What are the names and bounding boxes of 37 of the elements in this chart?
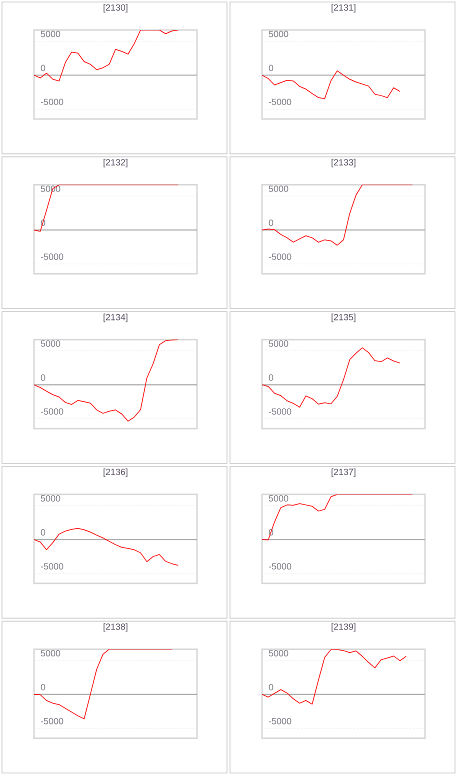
y-tick-label: 5000 [40, 30, 60, 38]
chart-title: [2131] [332, 4, 356, 12]
y-tick-label: -5000 [40, 98, 64, 106]
chart-title: [2130] [104, 4, 128, 12]
y-tick-label: -5000 [268, 408, 292, 415]
y-tick-label: 0 [40, 529, 46, 536]
y-tick-label: 5000 [268, 650, 288, 656]
chart-title: [2139] [332, 623, 356, 632]
y-tick-label: -5000 [40, 408, 64, 415]
chart-title: [2136] [104, 468, 128, 477]
chart-title: [2135] [332, 314, 356, 322]
y-tick-label: 5000 [40, 340, 60, 347]
y-tick-label: -5000 [268, 98, 292, 106]
y-tick-label: -5000 [268, 563, 292, 570]
y-tick-label: 5000 [268, 495, 288, 502]
chart-title: [2132] [104, 158, 128, 168]
y-tick-label: 5000 [40, 495, 60, 502]
y-tick-label: -5000 [40, 718, 64, 724]
y-tick-label: 0 [268, 684, 274, 690]
y-tick-label: 0 [40, 374, 46, 381]
y-tick-label: 5000 [268, 340, 288, 347]
y-tick-label: 5000 [268, 186, 288, 192]
y-tick-label: -5000 [40, 563, 64, 570]
y-tick-label: 0 [268, 64, 274, 72]
y-tick-label: 5000 [268, 30, 288, 38]
y-tick-label: 0 [268, 220, 274, 226]
chart-title: [2137] [332, 468, 356, 477]
chart-title: [2138] [104, 623, 128, 632]
y-tick-label: -5000 [268, 254, 292, 260]
chart-title: [2134] [104, 314, 128, 322]
y-tick-label: -5000 [40, 254, 64, 260]
y-tick-label: -5000 [268, 718, 292, 724]
chart-title: [2133] [332, 158, 356, 168]
y-tick-label: 0 [40, 684, 46, 690]
y-tick-label: 5000 [40, 650, 60, 656]
y-tick-label: 0 [40, 64, 46, 72]
y-tick-label: 0 [268, 374, 274, 381]
